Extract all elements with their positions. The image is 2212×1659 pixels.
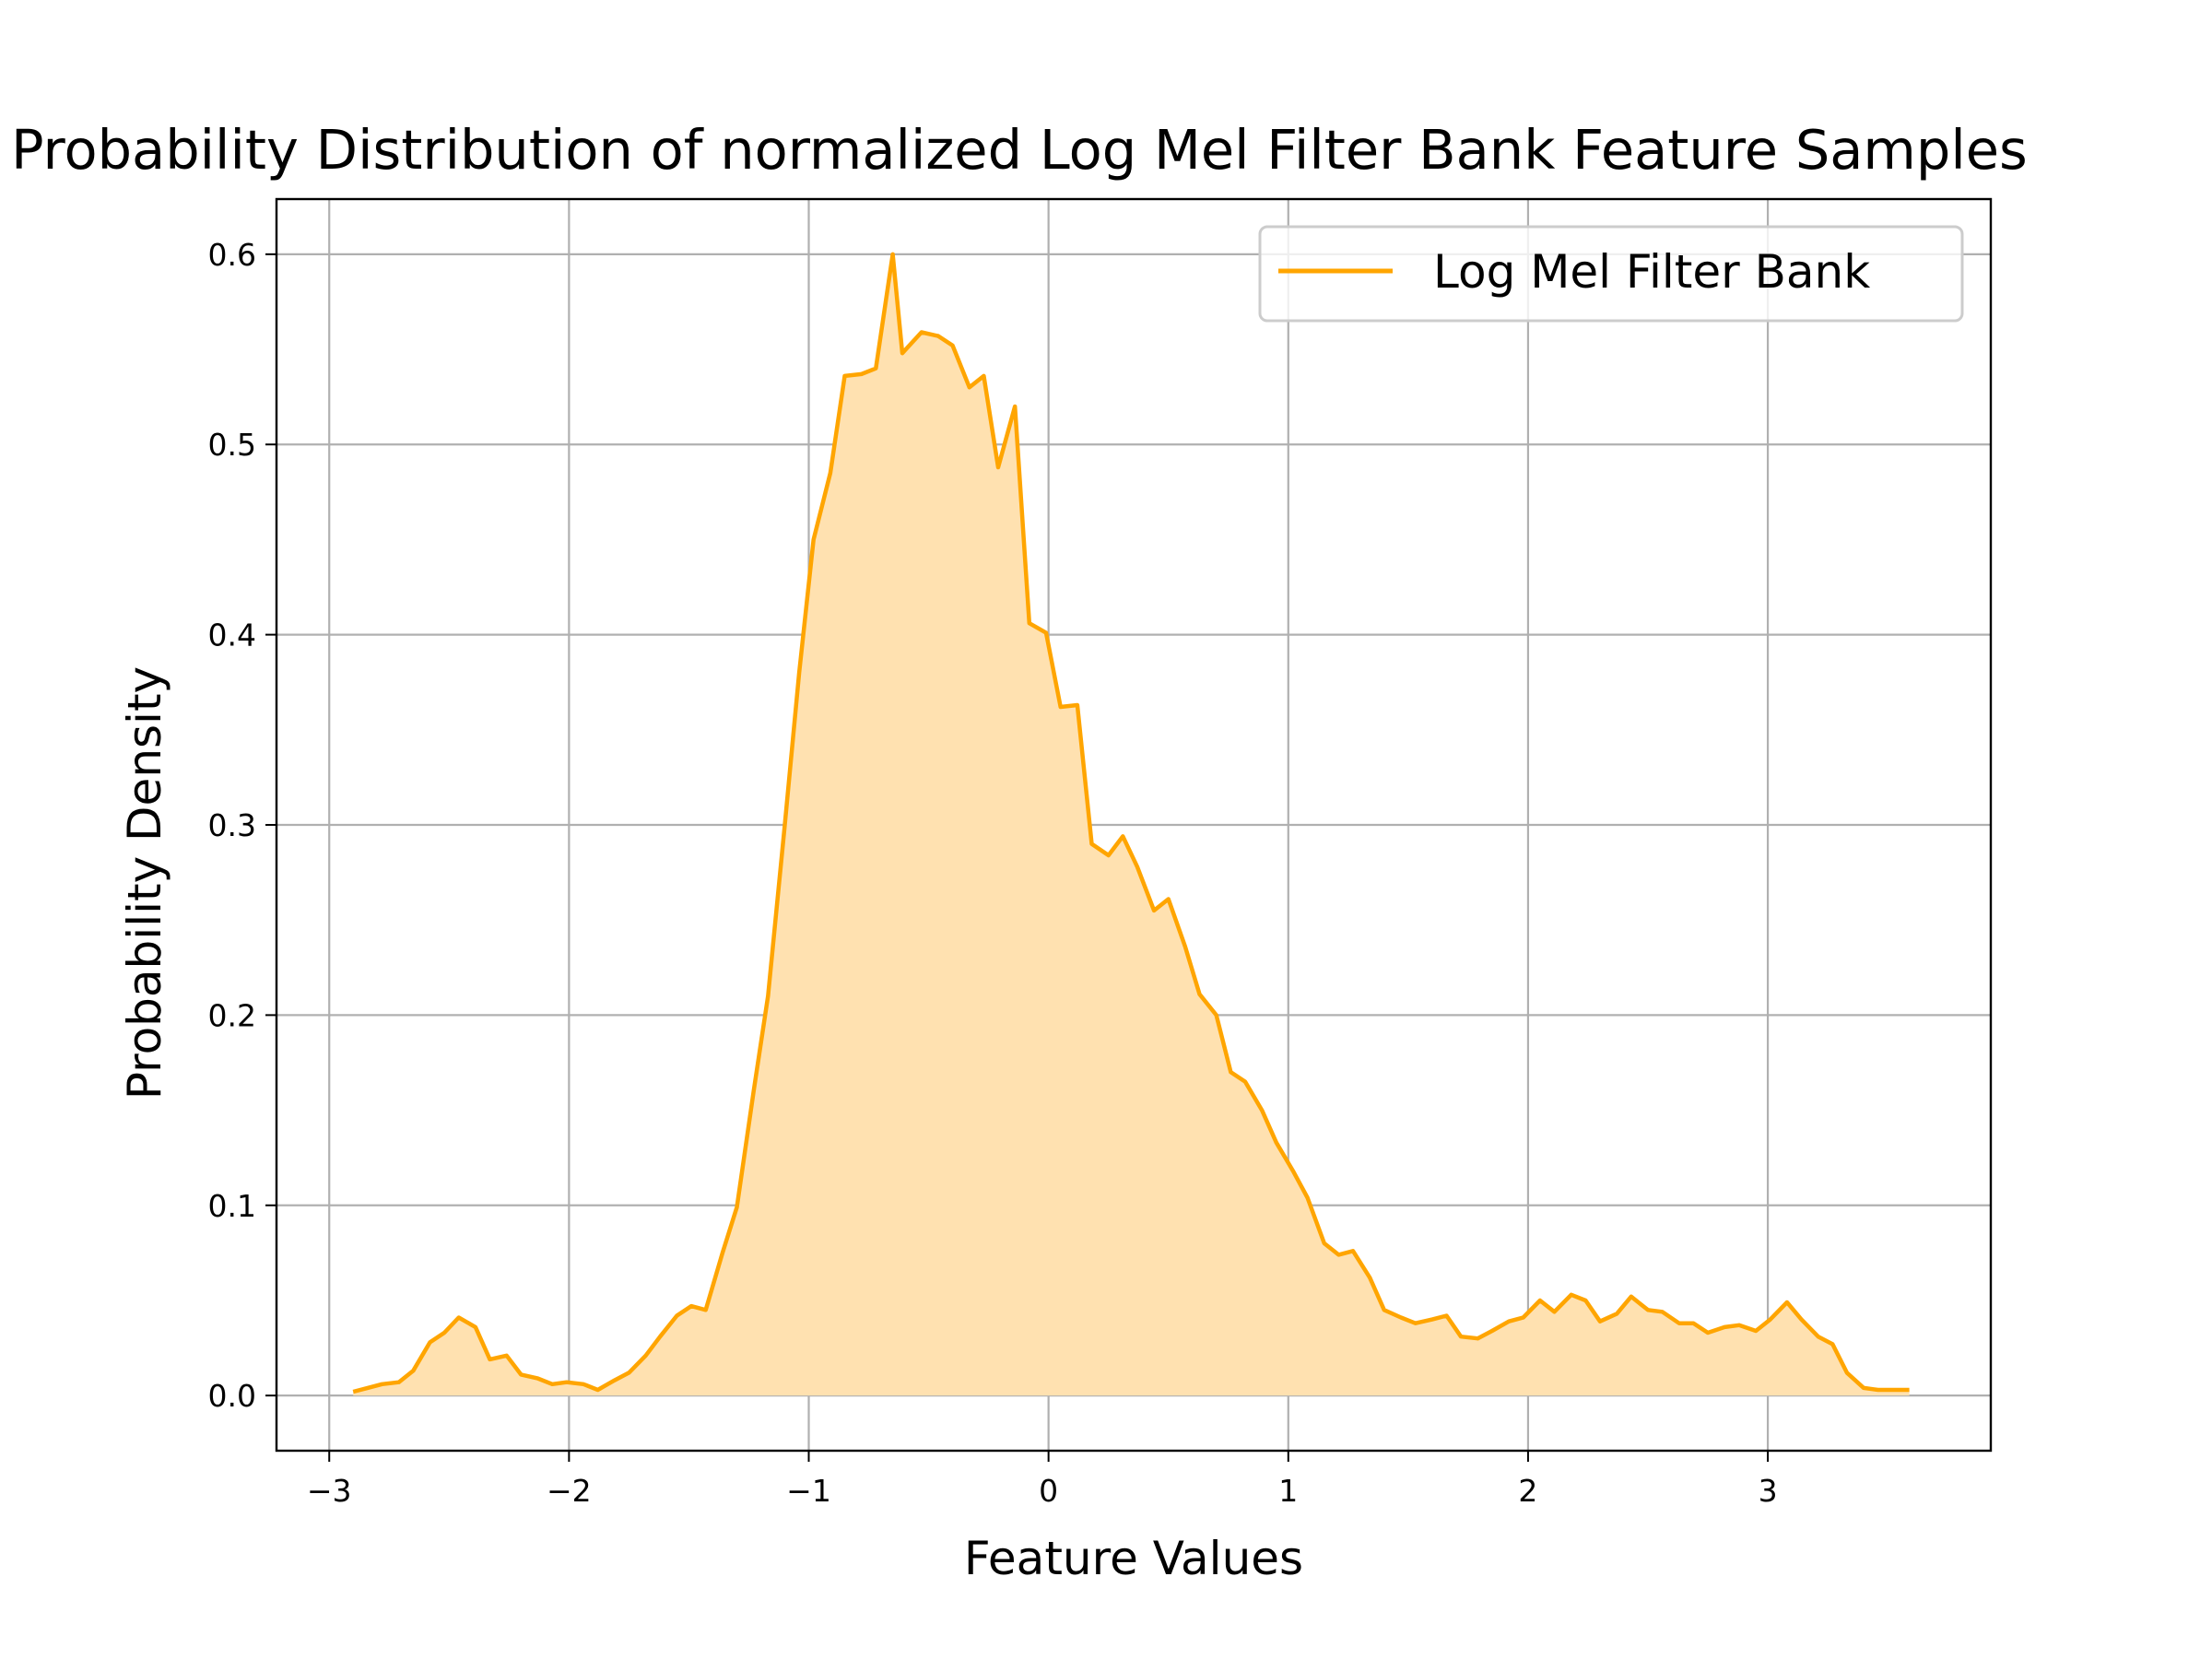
- x-tick-label: 1: [1278, 1473, 1298, 1509]
- y-tick-label: 0.4: [208, 618, 256, 653]
- x-tick-label: −3: [307, 1473, 352, 1509]
- y-tick-label: 0.6: [208, 237, 256, 273]
- area-layer: [352, 252, 1910, 1396]
- x-tick-label: 0: [1039, 1473, 1058, 1509]
- legend: Log Mel Filter Bank: [1258, 225, 1964, 323]
- y-tick-label: 0.3: [208, 807, 256, 843]
- legend-box: [1258, 225, 1964, 323]
- y-tick-label: 0.2: [208, 997, 256, 1033]
- tick-layer: −3 −2 −1 0 1 2 3 0.0 0.1 0.2 0.3 0.4 0.5 0.6: [208, 237, 1778, 1509]
- legend-label: Log Mel Filter Bank: [1433, 245, 1870, 299]
- series-line: [352, 252, 1910, 1394]
- x-tick-label: −1: [786, 1473, 831, 1509]
- x-tick-label: 3: [1759, 1473, 1778, 1509]
- x-tick-label: 2: [1518, 1473, 1537, 1509]
- y-tick-label: 0.5: [208, 427, 256, 463]
- chart-title: Probability Distribution of normalized L…: [11, 118, 2028, 182]
- series-area-fill: [353, 253, 1910, 1396]
- y-axis-label: Probability Density: [118, 666, 171, 1100]
- y-tick-label: 0.1: [208, 1188, 256, 1224]
- x-axis-label: Feature Values: [964, 1532, 1303, 1585]
- y-tick-label: 0.0: [208, 1378, 256, 1414]
- x-tick-label: −2: [547, 1473, 592, 1509]
